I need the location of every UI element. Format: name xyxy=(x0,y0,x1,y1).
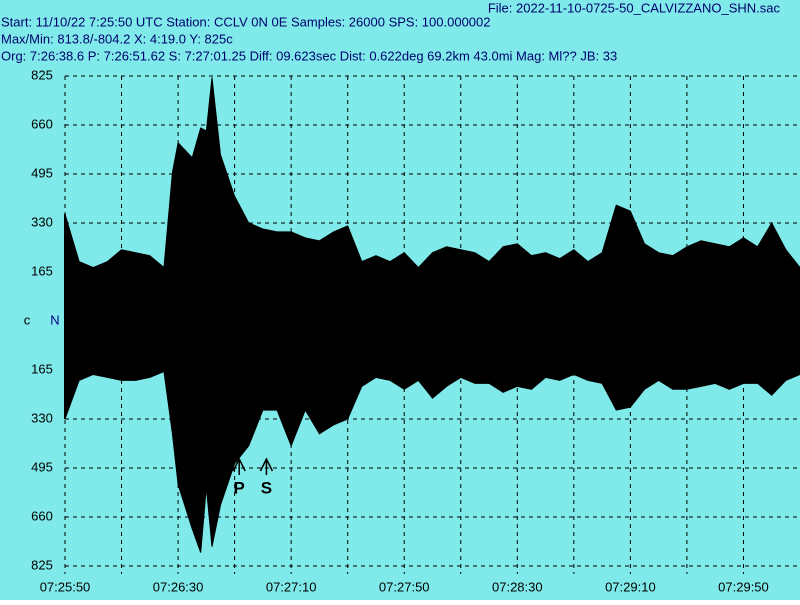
y-tick-label: 495 xyxy=(31,459,53,474)
phase-arrow xyxy=(259,457,274,475)
phase-arrow xyxy=(232,457,246,475)
x-tick-label: 07:27:50 xyxy=(379,579,430,594)
y-tick-label: 825 xyxy=(31,557,53,572)
max-min-info: Max/Min: 813.8/-804.2 X: 4:19.0 Y: 825c xyxy=(1,31,233,46)
x-tick-label: 07:27:10 xyxy=(266,579,317,594)
start-info: Start: 11/10/22 7:25:50 UTC Station: CCL… xyxy=(1,14,491,29)
y-tick-label: 165 xyxy=(31,263,53,278)
x-tick-label: 07:26:30 xyxy=(153,579,204,594)
x-tick-label: 07:28:30 xyxy=(492,579,543,594)
y-tick-label: 165 xyxy=(31,361,53,376)
y-tick-label: c xyxy=(24,312,31,327)
y-tick-label: 495 xyxy=(31,165,53,180)
y-tick-label: 330 xyxy=(31,214,53,229)
origin-info: Org: 7:26:38.6 P: 7:26:51.62 S: 7:27:01.… xyxy=(1,48,617,63)
y-tick-label: 330 xyxy=(31,410,53,425)
phase-label: S xyxy=(261,478,272,497)
center-label: N xyxy=(50,312,59,327)
x-tick-label: 07:29:10 xyxy=(605,579,656,594)
x-tick-label: 07:25:50 xyxy=(40,579,91,594)
waveform xyxy=(64,77,800,322)
y-tick-label: 660 xyxy=(31,508,53,523)
x-tick-label: 07:29:50 xyxy=(718,579,769,594)
y-tick-label: 825 xyxy=(31,67,53,82)
phase-label: P xyxy=(234,478,245,497)
file-name: File: 2022-11-10-0725-50_CALVIZZANO_SHN.… xyxy=(488,0,781,15)
waveform xyxy=(64,320,800,553)
y-tick-label: 660 xyxy=(31,116,53,131)
